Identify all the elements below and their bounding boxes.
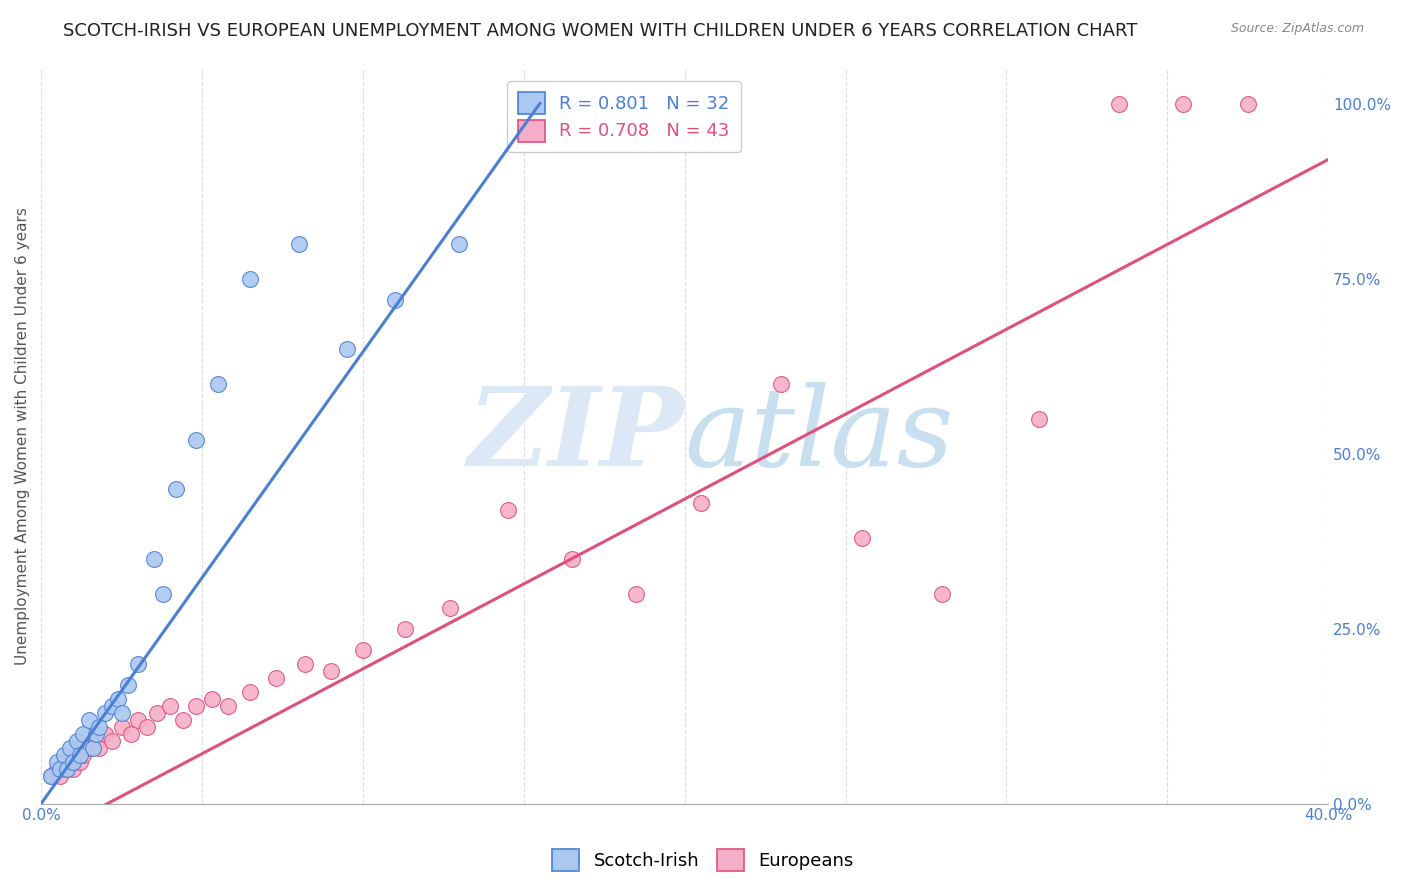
Point [561, 551, 583, 566]
Point [46, 762, 69, 776]
Point [94, 726, 117, 740]
Text: Source: ZipAtlas.com: Source: ZipAtlas.com [1230, 22, 1364, 36]
Point [101, 698, 124, 713]
Point [94, 706, 117, 720]
Point [120, 726, 142, 740]
Point [529, 96, 551, 111]
Point [117, 677, 139, 691]
Point [1173, 96, 1195, 111]
Y-axis label: Unemployment Among Women with Children Under 6 years: Unemployment Among Women with Children U… [15, 207, 30, 665]
Point [69, 755, 91, 769]
Point [87, 740, 110, 755]
Point [689, 495, 711, 509]
Point [626, 586, 648, 600]
Point [1108, 96, 1130, 111]
Point [107, 691, 129, 706]
Point [142, 551, 165, 566]
Point [110, 720, 132, 734]
Point [207, 376, 229, 391]
Point [84, 733, 107, 747]
Point [39, 769, 62, 783]
Point [101, 733, 124, 747]
Point [201, 691, 224, 706]
Text: atlas: atlas [685, 383, 955, 490]
Point [352, 642, 374, 657]
Legend: Scotch-Irish, Europeans: Scotch-Irish, Europeans [544, 842, 862, 879]
Point [165, 482, 187, 496]
Point [449, 236, 471, 251]
Point [931, 586, 953, 600]
Point [184, 698, 207, 713]
Point [56, 762, 79, 776]
Point [384, 293, 406, 307]
Point [79, 713, 101, 727]
Text: ZIP: ZIP [468, 383, 685, 490]
Point [319, 664, 342, 678]
Point [127, 657, 149, 671]
Point [239, 684, 262, 698]
Point [79, 740, 101, 755]
Text: SCOTCH-IRISH VS EUROPEAN UNEMPLOYMENT AMONG WOMEN WITH CHILDREN UNDER 6 YEARS CO: SCOTCH-IRISH VS EUROPEAN UNEMPLOYMENT AM… [63, 22, 1137, 40]
Point [851, 531, 873, 545]
Point [62, 755, 84, 769]
Point [72, 747, 94, 762]
Point [264, 671, 287, 685]
Point [136, 720, 159, 734]
Point [172, 713, 194, 727]
Point [65, 733, 87, 747]
Point [439, 600, 461, 615]
Point [394, 622, 416, 636]
Point [87, 720, 110, 734]
Point [65, 747, 87, 762]
Point [49, 762, 72, 776]
Point [52, 747, 75, 762]
Point [59, 755, 82, 769]
Point [184, 433, 207, 447]
Point [82, 740, 104, 755]
Point [1236, 96, 1258, 111]
Point [1028, 411, 1050, 425]
Point [294, 657, 316, 671]
Point [59, 740, 82, 755]
Point [62, 762, 84, 776]
Point [146, 706, 169, 720]
Point [127, 713, 149, 727]
Point [46, 755, 69, 769]
Point [72, 726, 94, 740]
Point [56, 762, 79, 776]
Point [496, 502, 519, 516]
Point [287, 236, 309, 251]
Point [770, 376, 793, 391]
Point [217, 698, 239, 713]
Point [239, 271, 262, 285]
Point [52, 755, 75, 769]
Point [84, 726, 107, 740]
Point [152, 586, 174, 600]
Point [69, 747, 91, 762]
Point [49, 769, 72, 783]
Point [110, 706, 132, 720]
Point [39, 769, 62, 783]
Point [336, 342, 359, 356]
Point [609, 96, 631, 111]
Legend: R = 0.801   N = 32, R = 0.708   N = 43: R = 0.801 N = 32, R = 0.708 N = 43 [508, 81, 741, 153]
Point [159, 698, 181, 713]
